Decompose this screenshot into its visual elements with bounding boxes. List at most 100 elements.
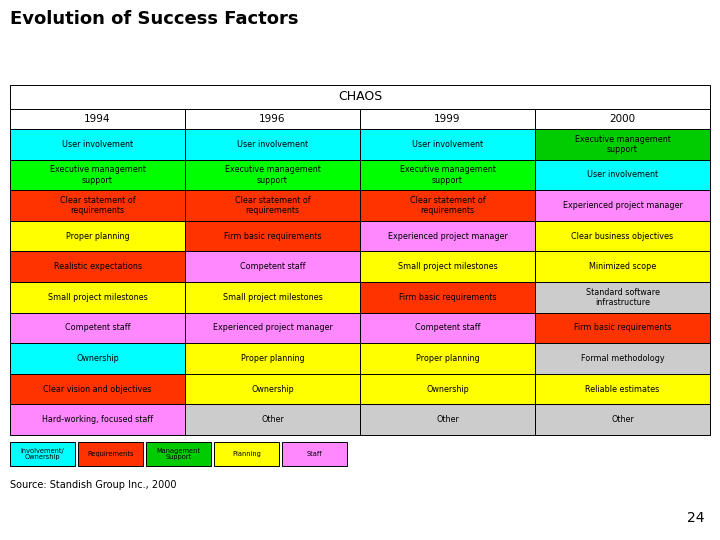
Bar xyxy=(535,129,710,160)
Text: Small project milestones: Small project milestones xyxy=(397,262,498,271)
Text: 24: 24 xyxy=(688,511,705,525)
Text: Competent staff: Competent staff xyxy=(240,262,305,271)
Text: Standard software
infrastructure: Standard software infrastructure xyxy=(585,288,660,307)
Text: Other: Other xyxy=(611,415,634,424)
Bar xyxy=(214,442,279,466)
Text: Small project milestones: Small project milestones xyxy=(222,293,323,302)
Text: Experienced project manager: Experienced project manager xyxy=(212,323,333,333)
Text: Competent staff: Competent staff xyxy=(415,323,480,333)
Text: User involvement: User involvement xyxy=(587,171,658,179)
Text: User involvement: User involvement xyxy=(237,140,308,149)
Text: User involvement: User involvement xyxy=(62,140,133,149)
Bar xyxy=(360,282,535,313)
Text: Experienced project manager: Experienced project manager xyxy=(562,201,683,210)
Text: Planning: Planning xyxy=(232,451,261,457)
Text: Small project milestones: Small project milestones xyxy=(48,293,148,302)
Text: Hard-working, focused staff: Hard-working, focused staff xyxy=(42,415,153,424)
Text: Executive management
support: Executive management support xyxy=(50,165,145,185)
Text: Experienced project manager: Experienced project manager xyxy=(387,232,508,241)
Text: Executive management
support: Executive management support xyxy=(225,165,320,185)
Text: Other: Other xyxy=(436,415,459,424)
Text: Firm basic requirements: Firm basic requirements xyxy=(574,323,671,333)
Bar xyxy=(146,442,211,466)
Bar xyxy=(535,190,710,221)
Bar xyxy=(360,404,535,435)
Text: Competent staff: Competent staff xyxy=(65,323,130,333)
Bar xyxy=(185,221,360,252)
Text: Management
Support: Management Support xyxy=(156,448,200,461)
Bar xyxy=(360,160,535,190)
Bar xyxy=(185,160,360,190)
Bar xyxy=(535,313,710,343)
Text: Staff: Staff xyxy=(307,451,323,457)
Bar xyxy=(185,404,360,435)
Bar xyxy=(185,109,360,129)
Text: Clear statement of
requirements: Clear statement of requirements xyxy=(235,196,310,215)
Bar xyxy=(535,252,710,282)
Text: Ownership: Ownership xyxy=(426,384,469,394)
Bar xyxy=(10,85,710,109)
Text: Proper planning: Proper planning xyxy=(66,232,130,241)
Text: Ownership: Ownership xyxy=(76,354,119,363)
Bar xyxy=(10,374,185,404)
Bar xyxy=(10,160,185,190)
Text: Ownership: Ownership xyxy=(251,384,294,394)
Text: Clear statement of
requirements: Clear statement of requirements xyxy=(60,196,135,215)
Bar xyxy=(10,313,185,343)
Bar xyxy=(535,160,710,190)
Text: 1996: 1996 xyxy=(259,114,286,124)
Bar xyxy=(185,343,360,374)
Text: Proper planning: Proper planning xyxy=(240,354,305,363)
Text: Formal methodology: Formal methodology xyxy=(581,354,665,363)
Bar xyxy=(535,109,710,129)
Text: 1994: 1994 xyxy=(84,114,111,124)
Bar xyxy=(360,221,535,252)
Text: Clear statement of
requirements: Clear statement of requirements xyxy=(410,196,485,215)
Bar xyxy=(360,109,535,129)
Text: Executive management
support: Executive management support xyxy=(575,134,670,154)
Text: Evolution of Success Factors: Evolution of Success Factors xyxy=(10,10,299,28)
Text: Reliable estimates: Reliable estimates xyxy=(585,384,660,394)
Text: Proper planning: Proper planning xyxy=(415,354,480,363)
Text: Minimized scope: Minimized scope xyxy=(589,262,656,271)
Text: Clear vision and objectives: Clear vision and objectives xyxy=(43,384,152,394)
Text: 2000: 2000 xyxy=(609,114,636,124)
Bar xyxy=(185,313,360,343)
Text: Realistic expectations: Realistic expectations xyxy=(53,262,142,271)
Bar xyxy=(360,374,535,404)
Bar xyxy=(360,129,535,160)
Bar xyxy=(535,221,710,252)
Bar xyxy=(10,109,185,129)
Text: CHAOS: CHAOS xyxy=(338,91,382,104)
Bar xyxy=(185,190,360,221)
Bar xyxy=(10,282,185,313)
Bar xyxy=(10,129,185,160)
Bar xyxy=(535,374,710,404)
Text: Requirements: Requirements xyxy=(87,451,134,457)
Bar xyxy=(360,252,535,282)
Text: Source: Standish Group Inc., 2000: Source: Standish Group Inc., 2000 xyxy=(10,480,176,490)
Text: Involvement/
Ownership: Involvement/ Ownership xyxy=(21,448,64,461)
Bar xyxy=(360,343,535,374)
Bar xyxy=(10,442,75,466)
Bar xyxy=(185,374,360,404)
Bar xyxy=(282,442,347,466)
Bar xyxy=(185,252,360,282)
Bar xyxy=(535,282,710,313)
Bar xyxy=(360,190,535,221)
Bar xyxy=(10,190,185,221)
Text: Executive management
support: Executive management support xyxy=(400,165,495,185)
Bar xyxy=(10,252,185,282)
Bar xyxy=(360,313,535,343)
Bar xyxy=(185,129,360,160)
Bar xyxy=(10,343,185,374)
Bar xyxy=(535,404,710,435)
Text: Other: Other xyxy=(261,415,284,424)
Bar xyxy=(78,442,143,466)
Text: Firm basic requirements: Firm basic requirements xyxy=(399,293,496,302)
Bar xyxy=(10,404,185,435)
Text: Firm basic requirements: Firm basic requirements xyxy=(224,232,321,241)
Bar xyxy=(10,221,185,252)
Bar xyxy=(535,343,710,374)
Text: 1999: 1999 xyxy=(434,114,461,124)
